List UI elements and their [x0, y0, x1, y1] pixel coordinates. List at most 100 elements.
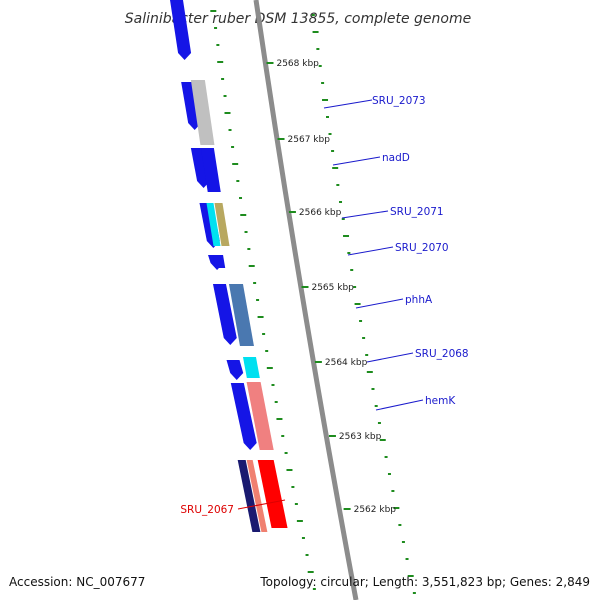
cds-feature [170, 0, 192, 60]
gc-skew-mark [362, 337, 366, 339]
gc-skew-mark [307, 571, 314, 573]
gene-label-sru-2073[interactable]: SRU_2073 [372, 95, 426, 107]
gc-skew-mark [412, 592, 416, 594]
cds-feature [212, 284, 237, 345]
gc-skew-mark [265, 350, 269, 352]
gc-skew-mark [316, 48, 320, 50]
gc-skew-mark [366, 371, 373, 373]
gene-label-sru-2071[interactable]: SRU_2071 [390, 206, 444, 218]
genome-backbone [253, 0, 359, 600]
gc-skew-mark [312, 588, 316, 590]
gc-skew-mark [236, 180, 240, 182]
gc-skew-mark [301, 537, 305, 539]
gc-skew-track [210, 10, 416, 594]
gc-skew-mark [401, 541, 405, 543]
gc-skew-mark [223, 95, 227, 97]
gene-feature-hemk [246, 382, 274, 450]
gc-skew-mark [311, 14, 315, 16]
gene-subfeature [206, 203, 221, 246]
gene-label-connector [375, 399, 424, 411]
cds-feature [230, 383, 257, 450]
gc-skew-mark [321, 82, 325, 84]
gc-skew-mark [284, 452, 288, 454]
gene-feature-phha [228, 284, 254, 346]
gc-skew-mark [247, 248, 251, 250]
gene-label-connector [347, 246, 394, 256]
gene-subfeature [246, 460, 268, 532]
gc-skew-mark [377, 422, 381, 424]
gc-skew-mark [231, 146, 235, 148]
gc-skew-mark [248, 265, 255, 267]
cds-feature [226, 360, 244, 380]
scale-tick-label: 2563 kbp [339, 432, 382, 442]
gc-skew-mark [322, 99, 329, 101]
gene-label-sru-2070[interactable]: SRU_2070 [395, 242, 449, 254]
gc-skew-mark [393, 507, 400, 509]
gc-skew-mark [214, 27, 218, 29]
gene-feature-sru-2071 [214, 203, 230, 246]
gc-skew-mark [281, 435, 285, 437]
genome-summary-text: Topology: circular; Length: 3,551,823 bp… [259, 575, 590, 589]
gc-skew-mark [350, 269, 354, 271]
gc-skew-mark [398, 524, 402, 526]
gc-skew-mark [240, 214, 247, 216]
gc-skew-mark [336, 184, 340, 186]
gc-skew-mark [210, 10, 217, 12]
gc-skew-mark [256, 299, 260, 301]
gc-skew-mark [217, 61, 224, 63]
scale-ticks: 2568 kbp 2567 kbp 2566 kbp 2565 kbp 2564 kbp… [266, 59, 396, 515]
gc-skew-mark [286, 469, 293, 471]
backbone-track [253, 0, 359, 600]
scale-tick-label: 2566 kbp [299, 208, 342, 218]
scale-tick-label: 2562 kbp [354, 505, 397, 515]
gc-skew-mark [228, 129, 232, 131]
gc-skew-mark [332, 167, 339, 169]
gc-skew-mark [384, 456, 388, 458]
gc-skew-mark [331, 150, 335, 152]
gc-skew-mark [276, 418, 283, 420]
gene-label-connector [366, 352, 414, 363]
feature-track [170, 0, 288, 532]
gene-feature-sru-2070 [213, 255, 226, 268]
gc-skew-mark [407, 575, 414, 577]
gc-skew-mark [221, 78, 225, 80]
gc-skew-mark [266, 367, 273, 369]
gc-skew-mark [365, 354, 369, 356]
map-title: Salinibacter ruber DSM 13855, complete g… [125, 11, 471, 27]
gc-skew-mark [353, 286, 357, 288]
gc-skew-mark [359, 320, 363, 322]
gc-skew-mark [274, 401, 278, 403]
gc-skew-mark [339, 201, 343, 203]
gc-skew-mark [305, 554, 309, 556]
gc-skew-mark [387, 473, 391, 475]
gc-skew-mark [224, 112, 231, 114]
gene-feature-sru-2067 [257, 460, 288, 528]
gene-feature-nadd [200, 148, 221, 192]
gc-skew-mark [347, 252, 351, 254]
gc-skew-mark [328, 133, 332, 135]
gc-skew-mark [296, 520, 303, 522]
gene-label-connector [355, 298, 404, 309]
scale-tick-label: 2568 kbp [276, 59, 319, 69]
gc-skew-mark [232, 163, 239, 165]
gene-label-phha[interactable]: phhA [405, 294, 433, 306]
gc-skew-mark [318, 65, 322, 67]
gene-label-sru-2068[interactable]: SRU_2068 [415, 348, 469, 360]
gc-skew-mark [291, 486, 295, 488]
gc-skew-mark [374, 405, 378, 407]
gc-skew-mark [371, 388, 375, 390]
gc-skew-mark [239, 197, 243, 199]
gene-label-sru-2067[interactable]: SRU_2067 [180, 504, 234, 516]
gc-skew-mark [294, 503, 298, 505]
gene-label-nadd[interactable]: nadD [382, 152, 410, 164]
gc-skew-mark [244, 231, 248, 233]
gc-skew-mark [271, 384, 275, 386]
gene-label-connector [323, 99, 373, 109]
gc-skew-mark [354, 303, 361, 305]
gc-skew-mark [326, 116, 330, 118]
gene-labels: SRU_2073 nadD SRU_2071 SRU_2070 phhA SRU_2068… [180, 95, 468, 516]
gc-skew-mark [216, 44, 220, 46]
gene-label-connector [332, 156, 381, 166]
gene-label-hemk[interactable]: hemK [425, 395, 456, 407]
